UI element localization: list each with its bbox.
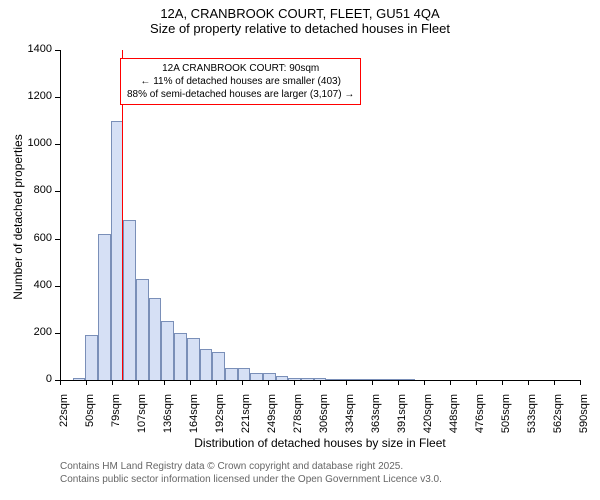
y-tick-label: 600	[12, 232, 52, 244]
y-tick-label: 1200	[12, 90, 52, 102]
x-tick-label: 363sqm	[370, 394, 382, 433]
x-axis-line	[60, 380, 580, 381]
x-tick-label: 391sqm	[396, 394, 408, 433]
x-tick-label: 448sqm	[448, 394, 460, 433]
x-tick-label: 249sqm	[266, 394, 278, 433]
histogram-bar	[85, 335, 98, 380]
x-tick-label: 107sqm	[136, 394, 148, 433]
histogram-bar	[187, 338, 200, 380]
x-tick-mark	[580, 380, 581, 385]
histogram-bar	[98, 234, 111, 380]
plot-area: 020040060080010001200140022sqm50sqm79sqm…	[60, 50, 580, 380]
x-tick-label: 420sqm	[422, 394, 434, 433]
x-tick-label: 562sqm	[552, 394, 564, 433]
x-tick-label: 22sqm	[58, 394, 70, 427]
footer-text: Contains HM Land Registry data © Crown c…	[60, 460, 442, 486]
x-tick-label: 192sqm	[214, 394, 226, 433]
x-tick-label: 306sqm	[318, 394, 330, 433]
y-tick-label: 400	[12, 279, 52, 291]
histogram-bar	[161, 321, 174, 380]
annotation-line1: 12A CRANBROOK COURT: 90sqm	[127, 62, 354, 75]
chart-container: 12A, CRANBROOK COURT, FLEET, GU51 4QA Si…	[0, 0, 600, 500]
x-tick-label: 50sqm	[84, 394, 96, 427]
footer-line1: Contains HM Land Registry data © Crown c…	[60, 460, 442, 473]
histogram-bar	[238, 368, 251, 380]
histogram-bar	[174, 333, 187, 380]
annotation-box: 12A CRANBROOK COURT: 90sqm← 11% of detac…	[120, 58, 361, 105]
y-tick-label: 1400	[12, 43, 52, 55]
chart-title: 12A, CRANBROOK COURT, FLEET, GU51 4QA Si…	[0, 6, 600, 36]
y-tick-label: 200	[12, 326, 52, 338]
histogram-bar	[123, 220, 136, 380]
histogram-bar	[136, 279, 149, 380]
x-tick-label: 533sqm	[526, 394, 538, 433]
annotation-line2: ← 11% of detached houses are smaller (40…	[127, 75, 354, 88]
chart-title-line2: Size of property relative to detached ho…	[0, 21, 600, 36]
x-tick-label: 221sqm	[240, 394, 252, 433]
histogram-bar	[263, 373, 276, 380]
histogram-bar	[200, 349, 213, 380]
chart-title-line1: 12A, CRANBROOK COURT, FLEET, GU51 4QA	[0, 6, 600, 21]
x-tick-label: 79sqm	[110, 394, 122, 427]
y-tick-label: 0	[12, 373, 52, 385]
histogram-bar	[212, 352, 225, 380]
x-tick-label: 505sqm	[500, 394, 512, 433]
histogram-bar	[149, 298, 162, 381]
x-tick-label: 278sqm	[292, 394, 304, 433]
y-axis-line	[60, 50, 61, 380]
x-tick-label: 476sqm	[474, 394, 486, 433]
footer-line2: Contains public sector information licen…	[60, 473, 442, 486]
x-tick-label: 164sqm	[188, 394, 200, 433]
histogram-bar	[250, 373, 263, 380]
y-tick-label: 800	[12, 184, 52, 196]
x-tick-label: 334sqm	[344, 394, 356, 433]
annotation-line3: 88% of semi-detached houses are larger (…	[127, 88, 354, 101]
x-tick-label: 590sqm	[578, 394, 590, 433]
x-tick-label: 136sqm	[162, 394, 174, 433]
histogram-bar	[225, 368, 238, 380]
x-axis-label: Distribution of detached houses by size …	[60, 436, 580, 450]
y-tick-label: 1000	[12, 137, 52, 149]
